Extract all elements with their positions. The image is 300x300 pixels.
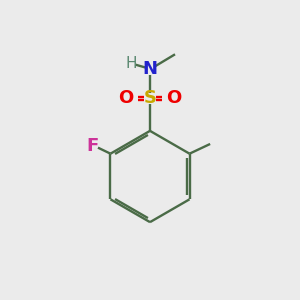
Text: O: O [118, 89, 134, 107]
Text: N: N [142, 60, 158, 78]
Text: H: H [126, 56, 137, 70]
Text: O: O [167, 89, 182, 107]
Text: F: F [86, 136, 99, 154]
Text: S: S [143, 89, 157, 107]
